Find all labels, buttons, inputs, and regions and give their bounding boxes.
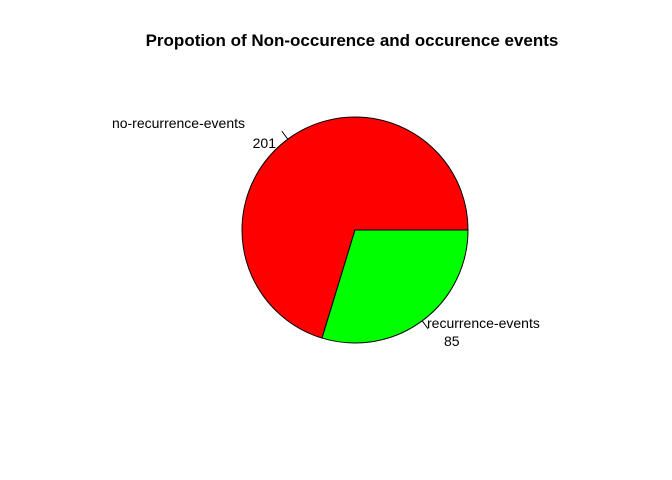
label-tick-recurrence-events — [421, 320, 429, 330]
pie-slice-no-recurrence-events — [241, 116, 469, 339]
slice-label-no-recurrence-events: no-recurrence-events — [112, 115, 245, 131]
slice-value-recurrence-events: 85 — [444, 333, 460, 349]
slice-value-no-recurrence-events: 201 — [253, 135, 277, 151]
chart-title: Propotion of Non-occurence and occurence… — [145, 31, 559, 50]
label-tick-no-recurrence-events — [281, 130, 289, 140]
slice-label-recurrence-events: recurrence-events — [427, 315, 540, 331]
pie-slice-recurrence-events — [321, 229, 469, 344]
